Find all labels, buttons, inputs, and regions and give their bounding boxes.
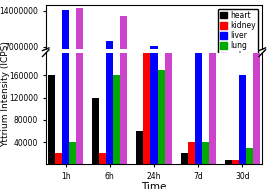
Bar [76, 0, 83, 164]
Bar [69, 142, 76, 164]
Bar [195, 66, 202, 83]
Bar [158, 82, 165, 83]
Bar [113, 75, 121, 164]
Bar [209, 0, 216, 164]
Bar [195, 0, 202, 164]
Text: Yttrium Intensity (ICPS): Yttrium Intensity (ICPS) [1, 42, 10, 147]
Bar [106, 0, 113, 164]
Bar [76, 8, 83, 83]
Bar [121, 0, 128, 164]
Bar [165, 51, 172, 83]
Bar [99, 153, 106, 164]
Bar [209, 50, 216, 83]
Bar [55, 153, 62, 164]
Bar [113, 82, 121, 83]
Bar [136, 82, 143, 83]
Bar [143, 0, 150, 164]
Bar [253, 50, 260, 83]
Bar [187, 82, 195, 83]
Bar [48, 75, 55, 164]
Bar [150, 0, 158, 164]
Bar [62, 10, 69, 83]
Bar [180, 153, 187, 164]
Bar [202, 82, 209, 83]
Bar [253, 0, 260, 164]
Bar [239, 82, 246, 83]
Bar [121, 16, 128, 83]
Bar [69, 82, 76, 83]
Bar [150, 46, 158, 83]
X-axis label: Time: Time [141, 182, 167, 189]
Bar [92, 82, 99, 83]
Bar [225, 160, 232, 164]
Bar [232, 160, 239, 164]
Bar [202, 142, 209, 164]
Bar [136, 131, 143, 164]
Bar [165, 0, 172, 164]
Bar [187, 142, 195, 164]
Bar [246, 148, 253, 164]
Bar [158, 70, 165, 164]
Bar [143, 81, 150, 83]
Legend: heart, kidney, liver, lung, spleen: heart, kidney, liver, lung, spleen [218, 9, 259, 63]
Bar [62, 0, 69, 164]
Bar [239, 75, 246, 164]
Bar [106, 41, 113, 83]
Bar [48, 82, 55, 83]
Bar [92, 98, 99, 164]
